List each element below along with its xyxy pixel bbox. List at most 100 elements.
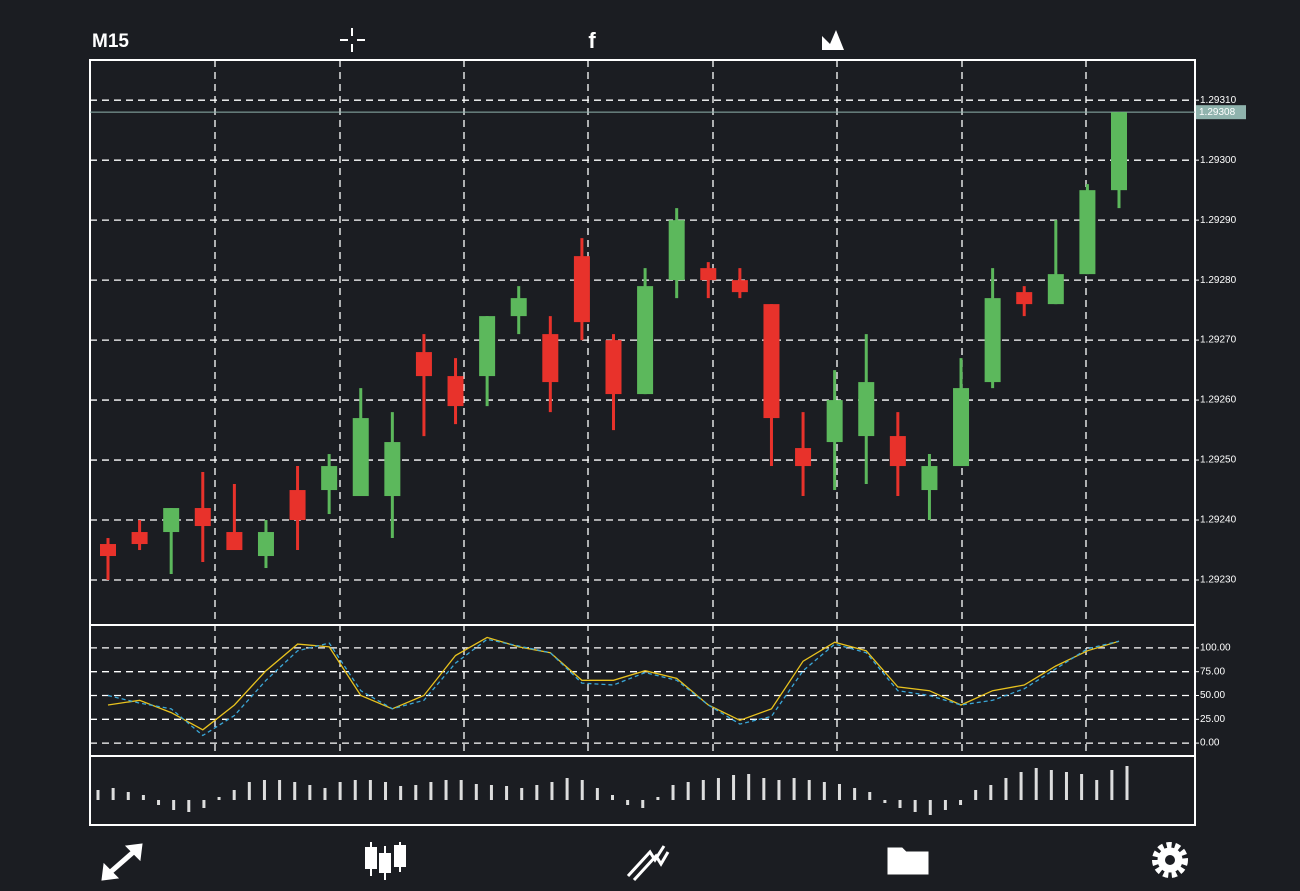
y-tick-label: 1.29230 <box>1200 575 1237 586</box>
histogram-bar <box>792 778 796 800</box>
y-tick-label: 0.00 <box>1200 738 1220 749</box>
candle-body <box>131 532 148 545</box>
histogram-bar <box>1125 766 1129 800</box>
crosshair-icon[interactable] <box>340 28 365 52</box>
histogram-bar <box>535 785 539 800</box>
histogram-bar <box>414 785 418 800</box>
chart-frame <box>89 59 1196 826</box>
histogram-bar <box>489 785 493 800</box>
histogram-bar <box>1095 780 1099 800</box>
histogram-bar <box>807 780 811 800</box>
histogram-bar <box>822 782 826 800</box>
candle-body <box>795 448 812 467</box>
y-tick-label: 1.29280 <box>1200 275 1237 286</box>
histogram-bar <box>595 788 599 800</box>
histogram-bar <box>111 788 115 800</box>
histogram-bar <box>278 780 282 800</box>
candle-body <box>858 382 875 437</box>
candle-body <box>889 436 906 467</box>
objects-icon[interactable] <box>822 30 844 50</box>
y-tick-label: 100.00 <box>1200 643 1231 654</box>
y-tick-label: 50.00 <box>1200 690 1225 701</box>
histogram-bar <box>474 784 478 800</box>
candle-body <box>1016 292 1033 305</box>
histogram-bar <box>656 797 660 800</box>
histogram-bar <box>293 782 297 800</box>
histogram-bar <box>580 780 584 800</box>
candle-body <box>352 418 369 497</box>
histogram-bar <box>898 800 902 808</box>
candle-body <box>605 340 622 395</box>
candle-body <box>953 388 970 467</box>
histogram-bar <box>732 775 736 800</box>
candle-body <box>289 490 306 521</box>
candle-body <box>700 268 717 281</box>
histogram-bar <box>959 800 963 805</box>
histogram-bar <box>172 800 176 810</box>
histogram-bar <box>550 782 554 800</box>
timeframe[interactable]: M15 <box>92 31 129 52</box>
candle-body <box>1079 190 1096 275</box>
candle-body <box>194 508 211 527</box>
candle-body <box>321 466 338 491</box>
current-price-label: 1.29308 <box>1199 107 1236 118</box>
candle-body <box>479 316 496 377</box>
candle-body <box>447 376 464 407</box>
share-icon[interactable]: f <box>588 28 596 53</box>
histogram-bar <box>641 800 645 808</box>
histogram-bar <box>868 792 872 800</box>
histogram-bar <box>247 782 251 800</box>
candle-body <box>921 466 938 491</box>
chart-type-icon[interactable] <box>365 842 406 880</box>
histogram-bar <box>686 782 690 800</box>
histogram-bar <box>520 788 524 800</box>
y-tick-label: 1.29270 <box>1200 335 1237 346</box>
y-tick-label: 1.29250 <box>1200 455 1237 466</box>
candle-body <box>984 298 1001 383</box>
oscillator-line <box>107 638 1120 737</box>
candle-body <box>384 442 401 497</box>
histogram-bar <box>384 782 388 800</box>
y-tick-label: 1.29290 <box>1200 215 1237 226</box>
histogram-bar <box>323 788 327 800</box>
histogram-bar <box>141 795 145 800</box>
histogram-bar <box>1034 768 1038 800</box>
histogram-bar <box>429 782 433 800</box>
candle-body <box>510 298 527 317</box>
histogram-bar <box>262 780 266 800</box>
histogram-bar <box>399 786 403 800</box>
histogram-bar <box>853 788 857 800</box>
histogram-bar <box>883 800 887 803</box>
resize-icon[interactable] <box>101 843 143 881</box>
histogram-bar <box>1110 770 1114 800</box>
histogram-bar <box>671 785 675 800</box>
candle-body <box>826 400 843 443</box>
histogram-bar <box>777 780 781 800</box>
y-tick-label: 1.29240 <box>1200 515 1237 526</box>
candle-body <box>1047 274 1064 305</box>
histogram-bar <box>974 790 978 800</box>
histogram-bar <box>1064 772 1068 800</box>
folder-icon[interactable] <box>887 847 929 875</box>
histogram-bar <box>444 780 448 800</box>
y-tick-label: 25.00 <box>1200 714 1225 725</box>
candle-body <box>100 544 116 557</box>
histogram-bar <box>217 797 221 800</box>
settings-icon[interactable] <box>1152 842 1188 878</box>
histogram-bar <box>913 800 917 812</box>
histogram-bar <box>989 785 993 800</box>
candle-body <box>415 352 432 377</box>
histogram-bar <box>565 778 569 800</box>
histogram-bar <box>1080 774 1084 800</box>
current-price-box <box>1196 105 1246 120</box>
candle-body <box>542 334 559 383</box>
indicators-icon[interactable] <box>626 845 670 882</box>
candle-body <box>257 532 274 557</box>
histogram-bar <box>232 790 236 800</box>
histogram-bar <box>202 800 206 808</box>
candle-body <box>763 304 780 419</box>
histogram-bar <box>368 780 372 800</box>
